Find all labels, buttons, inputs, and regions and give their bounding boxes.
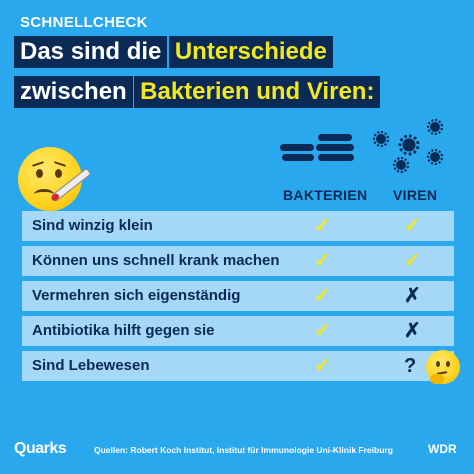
row-label: Sind winzig klein: [32, 217, 153, 234]
table-row: Können uns schnell krank machen ✓ ✓: [22, 246, 454, 276]
viruses-check-icon: ✓: [404, 250, 421, 272]
kicker-label: SCHNELLCHECK: [20, 14, 148, 31]
headline-part-3: zwischen: [14, 76, 133, 108]
bacteria-check-icon: ✓: [314, 320, 331, 342]
headline-highlight-2: Bakterien und Viren:: [134, 76, 381, 108]
wdr-logo: WDR: [428, 442, 457, 456]
row-label: Antibiotika hilft gegen sie: [32, 322, 215, 339]
bacteria-icon: [280, 130, 360, 166]
sick-face-icon: [18, 147, 92, 211]
bacteria-check-icon: ✓: [314, 215, 331, 237]
comparison-table: Sind winzig klein ✓ ✓ Können uns schnell…: [22, 211, 454, 386]
headline-part-1: Das sind die: [14, 36, 168, 68]
viruses-cross-icon: ✗: [404, 285, 421, 307]
column-header-bacteria: BAKTERIEN: [283, 187, 368, 203]
row-label: Sind Lebewesen: [32, 357, 150, 374]
thinking-face-icon: [426, 350, 460, 384]
row-label: Vermehren sich eigenständig: [32, 287, 241, 304]
headline-highlight-1: Unterschiede: [168, 36, 333, 68]
quarks-logo: Quarks: [14, 440, 67, 457]
bacteria-check-icon: ✓: [314, 250, 331, 272]
bacteria-check-icon: ✓: [314, 285, 331, 307]
headline: Das sind die Unterschiede zwischen Bakte…: [14, 36, 464, 116]
row-label: Können uns schnell krank machen: [32, 252, 280, 269]
column-header-viruses: VIREN: [393, 187, 438, 203]
viruses-check-icon: ✓: [404, 215, 421, 237]
table-row: Antibiotika hilft gegen sie ✓ ✗: [22, 316, 454, 346]
table-row: Vermehren sich eigenständig ✓ ✗: [22, 281, 454, 311]
table-row: Sind Lebewesen ✓ ?: [22, 351, 454, 381]
viruses-cross-icon: ✗: [404, 320, 421, 342]
viruses-question-icon: ?: [404, 355, 417, 377]
sources-text: Quellen: Robert Koch Institut, Institut …: [94, 445, 393, 455]
bacteria-check-icon: ✓: [314, 355, 331, 377]
table-row: Sind winzig klein ✓ ✓: [22, 211, 454, 241]
